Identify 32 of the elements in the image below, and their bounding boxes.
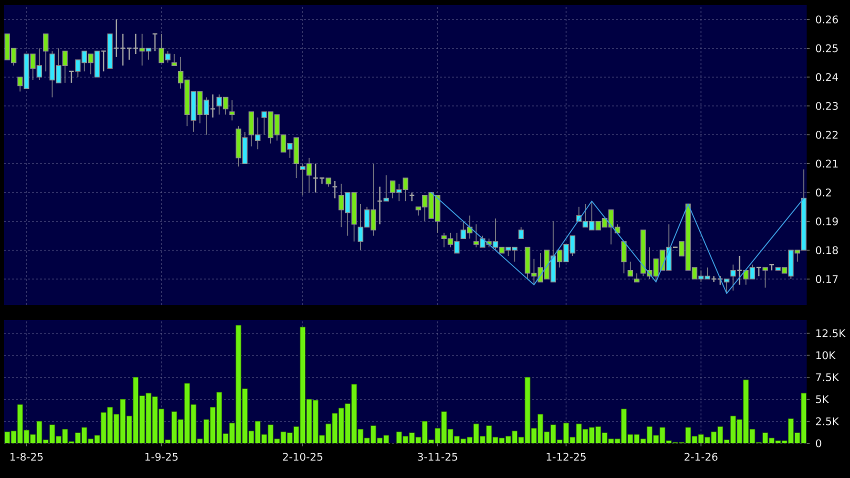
y-tick-label: 0.2 [816,188,831,196]
y-tick-label: 0.18 [816,246,838,254]
candlestick [710,276,717,283]
candlestick [120,33,126,66]
y-tick-label: 0.22 [816,130,838,139]
y-tick-label: 12.5K [816,329,846,338]
candlestick [210,94,216,118]
y-tick-label: 2.5K [816,417,840,426]
y-tick-label: 0.17 [816,275,838,284]
y-tick-label: 0.24 [816,73,838,82]
candlestick [736,255,742,286]
y-tick-label: 0.23 [816,102,838,110]
candlestick [229,100,235,121]
x-tick-label: 2-1-26 [684,452,718,461]
y-tick-label: 0 [816,439,822,448]
candlestick [730,264,736,291]
y-tick-label: 7.5K [816,373,840,382]
y-tick-label: 0.21 [816,160,838,168]
x-tick-label: 1-8-25 [10,452,43,461]
candlestick [332,180,338,199]
x-tick-label: 3-11-25 [418,452,458,461]
x-tick-label: 1-12-25 [546,452,586,461]
y-tick-label: 0.19 [816,217,838,226]
y-tick-label: 10K [816,351,836,360]
line-series [430,192,804,294]
x-tick-label: 2-10-25 [282,452,322,461]
y-tick-label: 0.26 [816,15,838,24]
y-tick-label: 0.25 [816,44,838,52]
candlestick [376,186,383,225]
candlestick [132,33,139,55]
x-tick-label: 1-9-25 [145,452,178,461]
y-tick-label: 5K [816,395,830,404]
